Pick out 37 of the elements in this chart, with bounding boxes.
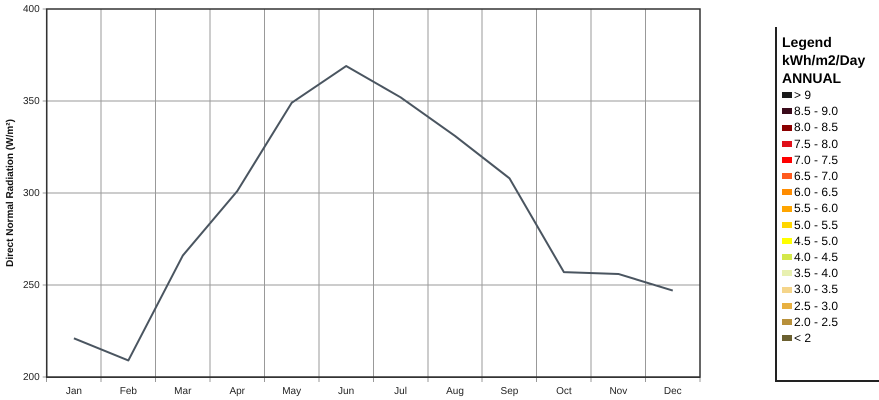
- category-label: 7.0 - 7.5: [794, 152, 838, 168]
- category-label: 6.0 - 6.5: [794, 184, 838, 200]
- category-label: 6.5 - 7.0: [794, 168, 838, 184]
- y-tick-label: 200: [22, 372, 40, 383]
- x-tick-label: Feb: [120, 386, 138, 397]
- x-tick-label: Apr: [229, 386, 246, 397]
- category-label: 3.5 - 4.0: [794, 265, 838, 282]
- y-tick-label: 400: [22, 4, 40, 15]
- x-tick-label: Jun: [338, 386, 354, 397]
- y-axis-title: Direct Normal Radiation (W/m²): [4, 119, 16, 267]
- category-label: 4.0 - 4.5: [794, 249, 838, 266]
- x-tick-label: Dec: [664, 386, 682, 397]
- x-tick-label: Nov: [609, 386, 628, 397]
- category-label: 7.5 - 8.0: [794, 136, 838, 152]
- x-tick-label: Mar: [174, 386, 192, 397]
- y-tick-label: 250: [22, 280, 40, 291]
- category-label: 5.0 - 5.5: [794, 216, 838, 233]
- text: Legend: [782, 33, 833, 51]
- category-label: 2.5 - 3.0: [794, 298, 838, 314]
- y-tick-label: 350: [22, 96, 40, 107]
- category-label: 8.5 - 9.0: [794, 103, 838, 120]
- text: kWh/m2/Day: [782, 51, 866, 69]
- x-tick-label: Aug: [446, 386, 464, 397]
- category-label: 5.5 - 6.0: [794, 200, 838, 217]
- y-tick-label: 300: [22, 188, 40, 199]
- category-label: < 2: [794, 330, 812, 346]
- category-label: 2.0 - 2.5: [794, 314, 838, 330]
- x-tick-label: May: [282, 386, 302, 397]
- text: ANNUAL: [782, 69, 842, 87]
- category-label: 4.5 - 5.0: [794, 232, 838, 250]
- category-label: 8.0 - 8.5: [794, 119, 838, 136]
- category-label: > 9: [794, 87, 812, 104]
- x-tick-label: Jul: [394, 386, 407, 397]
- x-tick-label: Sep: [500, 386, 519, 397]
- category-label: 3.0 - 3.5: [794, 281, 838, 298]
- x-tick-label: Oct: [556, 386, 572, 397]
- x-tick-label: Jan: [66, 386, 82, 397]
